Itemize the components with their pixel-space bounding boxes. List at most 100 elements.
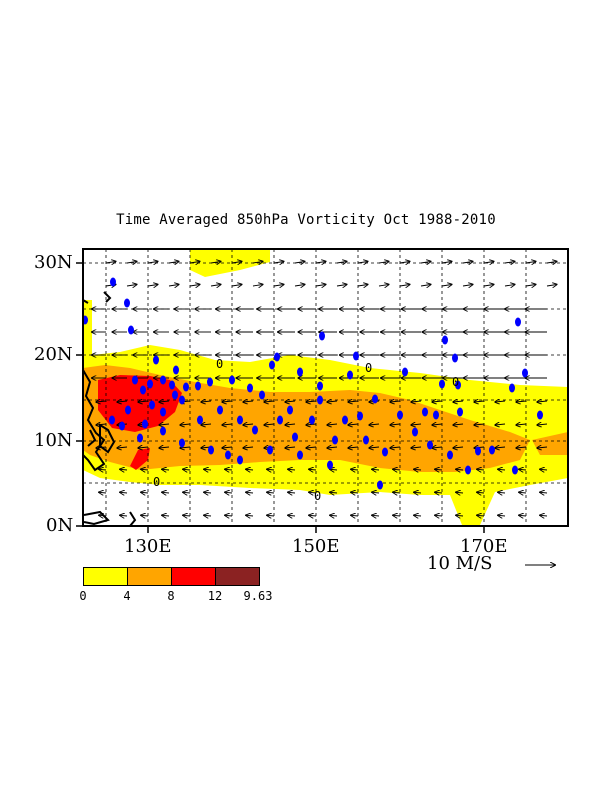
wind-vector — [243, 447, 254, 448]
wind-vector — [411, 401, 422, 402]
wind-vector — [96, 401, 107, 402]
storm-marker — [110, 277, 116, 287]
wind-vector — [315, 285, 326, 287]
storm-marker — [128, 325, 134, 335]
wind-vector — [441, 285, 452, 287]
wind-vector — [546, 285, 557, 287]
wind-vector — [309, 492, 317, 493]
wind-vector — [378, 262, 389, 264]
storm-marker — [269, 360, 275, 370]
wind-vector — [306, 424, 317, 425]
storm-marker — [119, 421, 125, 431]
wind-vector — [453, 401, 464, 402]
wind-vector — [519, 492, 527, 493]
wind-vector — [327, 447, 338, 448]
wind-vector — [267, 492, 275, 493]
wind-vector — [246, 515, 254, 516]
wind-vector — [414, 492, 422, 493]
plot-frame — [82, 248, 569, 527]
wind-vector — [231, 285, 242, 287]
wind-vector — [525, 285, 536, 287]
wind-vector — [414, 515, 422, 516]
wind-vector — [120, 492, 128, 493]
wind-vector — [225, 515, 233, 516]
coastlines — [82, 291, 137, 527]
wind-vector — [477, 469, 485, 470]
wind-vector — [99, 515, 107, 516]
contour-label: 0 — [452, 375, 459, 389]
wind-vector — [120, 469, 128, 470]
storm-marker — [447, 450, 453, 460]
wind-vector — [336, 262, 347, 264]
wind-vector — [141, 469, 149, 470]
lon-label-130e: 130E — [124, 536, 172, 557]
wind-vector — [267, 469, 275, 470]
storm-marker — [452, 353, 458, 363]
storm-marker — [475, 446, 481, 456]
lon-label-150e: 150E — [292, 536, 340, 557]
wind-vector — [420, 285, 431, 287]
storm-marker — [317, 381, 323, 391]
storm-marker — [109, 415, 115, 425]
storm-marker — [247, 383, 253, 393]
wind-vector — [264, 401, 275, 402]
wind-vector — [519, 515, 527, 516]
wind-vector — [435, 469, 443, 470]
wind-vector — [540, 469, 548, 470]
wind-vector — [411, 447, 422, 448]
wind-vector — [189, 285, 200, 287]
storm-markers — [82, 277, 543, 490]
axis-ticks — [76, 262, 485, 533]
wind-vector — [456, 469, 464, 470]
wind-vector — [183, 469, 191, 470]
wind-vector — [372, 492, 380, 493]
storm-marker — [297, 450, 303, 460]
wind-vector — [327, 424, 338, 425]
wind-vector — [210, 262, 221, 264]
storm-marker — [149, 400, 155, 410]
wind-vector — [309, 515, 317, 516]
wind-vector — [456, 515, 464, 516]
storm-marker — [125, 405, 131, 415]
storm-marker — [153, 355, 159, 365]
vorticity-band-8-12-south — [130, 448, 150, 470]
wind-vector — [537, 447, 548, 448]
wind-vector — [99, 469, 107, 470]
wind-vector — [285, 401, 296, 402]
wind-vector — [498, 469, 506, 470]
wind-vector — [537, 424, 548, 425]
storm-marker — [465, 465, 471, 475]
wind-vector — [516, 447, 527, 448]
storm-marker — [142, 419, 148, 429]
wind-vector — [162, 492, 170, 493]
wind-vector — [390, 447, 401, 448]
storm-marker — [412, 427, 418, 437]
wind-vector — [243, 424, 254, 425]
wind-vector — [168, 285, 179, 287]
wind-vector — [435, 515, 443, 516]
legend-label-4: 4 — [123, 589, 131, 603]
storm-marker — [442, 335, 448, 345]
storm-marker — [433, 410, 439, 420]
storm-marker — [259, 390, 265, 400]
wind-vector — [516, 424, 527, 425]
wind-vector — [285, 447, 296, 448]
wind-vector — [264, 424, 275, 425]
wind-vector — [252, 262, 263, 264]
wind-vector — [357, 285, 368, 287]
storm-marker — [267, 445, 273, 455]
storm-marker — [195, 381, 201, 391]
storm-marker — [455, 380, 461, 390]
wind-vector — [231, 262, 242, 264]
wind-vector — [351, 469, 359, 470]
wind-vector — [432, 447, 443, 448]
wind-vector — [351, 492, 359, 493]
wind-vector — [138, 401, 149, 402]
wind-vector — [525, 262, 536, 264]
wind-vector — [117, 401, 128, 402]
storm-marker — [172, 390, 178, 400]
contour-label: 0 — [365, 361, 372, 375]
wind-vector — [306, 401, 317, 402]
wind-vector — [330, 469, 338, 470]
wind-vector — [105, 262, 116, 264]
